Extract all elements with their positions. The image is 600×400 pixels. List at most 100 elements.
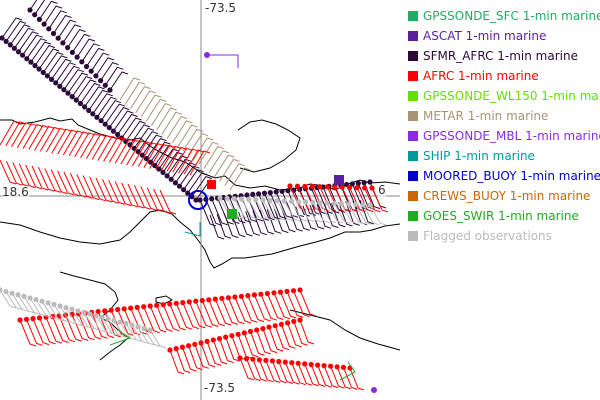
flagged-barb	[248, 199, 265, 220]
afrc-barb	[137, 142, 159, 168]
afrc-point	[121, 306, 127, 312]
afrc-point	[173, 346, 179, 352]
afrc-barb	[299, 319, 315, 345]
coastlines	[0, 117, 400, 361]
legend-item-ascat[interactable]: ASCAT 1-min marine	[404, 26, 600, 46]
sfmr-afrc-barb	[55, 62, 76, 84]
legend-item-metar[interactable]: METAR 1-min marine	[404, 106, 600, 126]
afrc-barb	[11, 122, 32, 148]
sfmr-afrc-point	[61, 87, 67, 93]
sfmr-afrc-point	[168, 176, 174, 182]
sfmr-afrc-barb	[150, 141, 171, 163]
flagged-point	[346, 201, 352, 207]
flagged-barb	[240, 198, 258, 220]
afrc-barb	[5, 121, 26, 147]
afrc-barb	[130, 307, 147, 335]
sfmr-afrc-point	[148, 159, 154, 165]
sfmr-afrc-barb	[310, 188, 328, 215]
legend-label: METAR 1-min marine	[423, 109, 549, 123]
afrc-barb	[253, 294, 271, 322]
legend-item-goes-swir[interactable]: GOES_SWIR 1-min marine	[404, 206, 600, 226]
legend-label: Flagged observations	[423, 229, 552, 243]
afrc-barb	[195, 301, 212, 328]
legend-item-gpssonde-sfc[interactable]: GPSSONDE_SFC 1-min marine	[404, 6, 600, 26]
ship-barb	[184, 222, 201, 237]
flagged-point	[317, 200, 323, 206]
sfmr-afrc-point	[15, 49, 22, 55]
legend-swatch	[408, 131, 418, 141]
afrc-point	[237, 355, 243, 361]
flagged-point	[15, 292, 21, 298]
afrc-point	[23, 316, 30, 322]
afrc-point	[340, 364, 347, 370]
sfmr-afrc-point	[250, 191, 256, 197]
flagged-point	[324, 200, 330, 206]
flagged-point	[303, 199, 309, 205]
legend-item-ship[interactable]: SHIP 1-min marine	[404, 146, 600, 166]
afrc-barb	[80, 133, 101, 158]
afrc-barb	[280, 291, 297, 319]
afrc-barb	[304, 186, 322, 211]
metar-barb	[208, 150, 230, 174]
flagged-point	[331, 200, 337, 206]
afrc-barb	[349, 367, 365, 391]
gpssonde-mbl-barb	[207, 54, 239, 68]
legend-label: SHIP 1-min marine	[423, 149, 535, 163]
sfmr-afrc-barb	[174, 162, 196, 184]
legend-item-afrc[interactable]: AFRC 1-min marine	[404, 66, 600, 86]
legend-item-gpssonde-wl150[interactable]: GPSSONDE_WL150 1-min marine	[404, 86, 600, 106]
afrc-barb	[143, 143, 165, 168]
legend-swatch	[408, 151, 418, 161]
sfmr-afrc-point	[28, 59, 34, 65]
sfmr-afrc-barb	[46, 55, 68, 77]
afrc-barb	[123, 308, 141, 336]
sfmr-afrc-barb	[100, 62, 119, 81]
afrc-point	[108, 307, 114, 313]
sfmr-afrc-barb	[170, 158, 192, 180]
wind-observation-map[interactable]: -73.5 -73.5 18.6 6	[0, 0, 400, 400]
legend-item-crews-buoy[interactable]: CREWS_BUOY 1-min marine	[404, 186, 600, 206]
sfmr-afrc-barb	[238, 211, 253, 237]
legend-label: MOORED_BUOY 1-min marine	[423, 169, 600, 183]
flagged-barb	[11, 292, 29, 312]
afrc-point	[263, 357, 269, 363]
legend-label: GPSSONDE_SFC 1-min marine	[423, 9, 600, 23]
goes-swir-point	[227, 209, 237, 219]
afrc-point	[147, 303, 153, 309]
afrc-north-track	[0, 120, 389, 215]
afrc-point	[223, 334, 229, 340]
afrc-barb	[57, 170, 74, 196]
legend-item-moored-buoy[interactable]: MOORED_BUOY 1-min marine	[404, 166, 600, 186]
flagged-barb	[333, 203, 351, 224]
legend-item-gpssonde-mbl[interactable]: GPSSONDE_MBL 1-min marine	[404, 126, 600, 146]
afrc-barb	[162, 304, 180, 332]
afrc-barb	[175, 303, 193, 330]
metar-barb	[182, 128, 204, 152]
afrc-point	[243, 356, 250, 362]
flagged-barb	[362, 204, 380, 226]
afrc-barb	[311, 186, 329, 211]
sfmr-afrc-barb	[67, 29, 86, 48]
flagged-barb	[125, 323, 143, 343]
sfmr-afrc-point	[355, 180, 361, 186]
afrc-barb	[149, 305, 167, 333]
metar-barb	[161, 111, 183, 135]
sfmr-afrc-barb	[302, 205, 318, 231]
sfmr-afrc-barb	[13, 27, 35, 49]
sfmr-afrc-barb	[323, 203, 339, 229]
metar-barb	[150, 103, 172, 126]
sfmr-afrc-barb	[245, 211, 260, 236]
legend-item-flagged[interactable]: Flagged observations	[404, 226, 600, 246]
afrc-point	[278, 321, 284, 327]
afrc-point	[193, 298, 199, 304]
afrc-barb	[260, 294, 278, 321]
afrc-barb	[273, 292, 291, 320]
legend-item-sfmr-afrc[interactable]: SFMR_AFRC 1-min marine	[404, 46, 600, 66]
afrc-point	[251, 292, 257, 298]
afrc-barb	[16, 123, 38, 148]
sfmr-afrc-barb	[90, 52, 110, 72]
afrc-barb	[114, 138, 136, 164]
afrc-barb	[206, 341, 222, 366]
sfmr-afrc-barb	[117, 113, 138, 135]
afrc-barb	[172, 147, 193, 173]
